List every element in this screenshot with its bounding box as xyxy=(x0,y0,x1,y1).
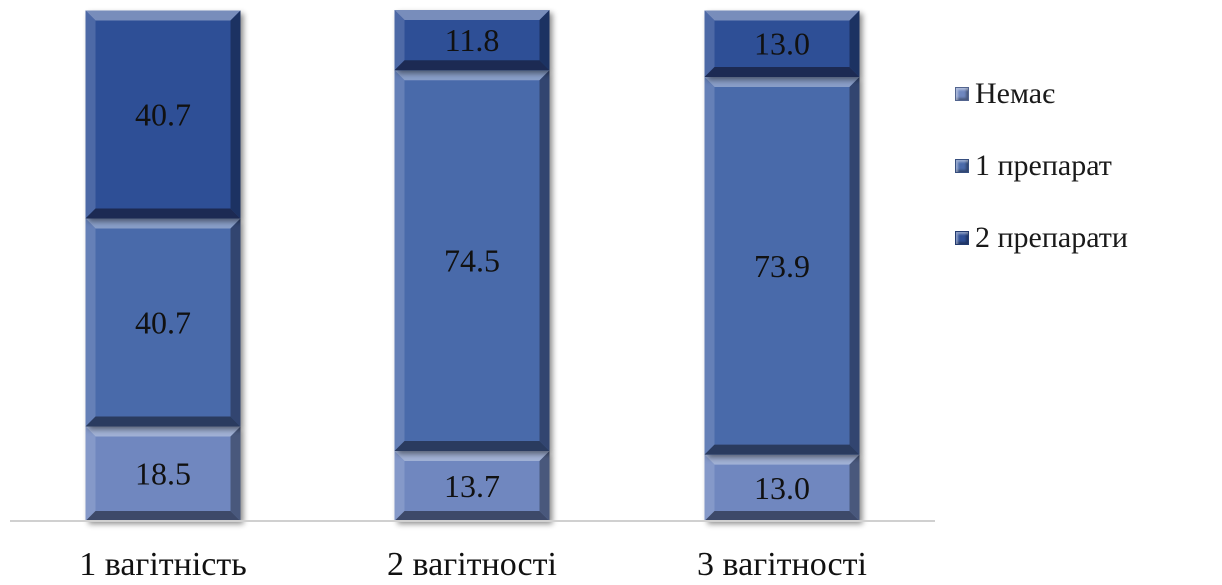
x-tick-label: 2 вагітності xyxy=(387,546,557,583)
data-label: 18.5 xyxy=(135,456,191,492)
legend-label: Немає xyxy=(975,77,1055,110)
data-label: 40.7 xyxy=(135,96,191,132)
bar-segment xyxy=(704,454,860,521)
legend-item: 2 препарати xyxy=(955,214,1128,262)
legend-label: 2 препарати xyxy=(975,221,1128,254)
legend-swatch xyxy=(955,87,969,101)
data-label: 13.0 xyxy=(754,26,810,62)
bar-segment xyxy=(85,426,241,521)
legend-label: 1 препарат xyxy=(975,149,1112,182)
legend-swatch xyxy=(955,159,969,173)
bar-segment xyxy=(394,10,550,71)
data-label: 73.9 xyxy=(754,248,810,284)
x-tick-label: 1 вагітність xyxy=(79,546,247,583)
bar-segment xyxy=(394,70,550,451)
bar-segment xyxy=(85,218,241,427)
bar-segment xyxy=(704,76,860,455)
bar-segment xyxy=(394,450,550,521)
x-tick-label: 3 вагітності xyxy=(697,546,867,583)
data-label: 74.5 xyxy=(444,243,500,279)
legend-item: Немає xyxy=(955,70,1128,118)
data-label: 40.7 xyxy=(135,304,191,340)
legend-item: 1 препарат xyxy=(955,142,1128,190)
bar-segment xyxy=(704,10,860,77)
legend: Немає 1 препарат 2 препарати xyxy=(955,70,1128,286)
data-label: 13.0 xyxy=(754,470,810,506)
bar-segment xyxy=(85,10,241,219)
data-label: 13.7 xyxy=(444,468,500,504)
data-label: 11.8 xyxy=(445,22,500,58)
legend-swatch xyxy=(955,231,969,245)
